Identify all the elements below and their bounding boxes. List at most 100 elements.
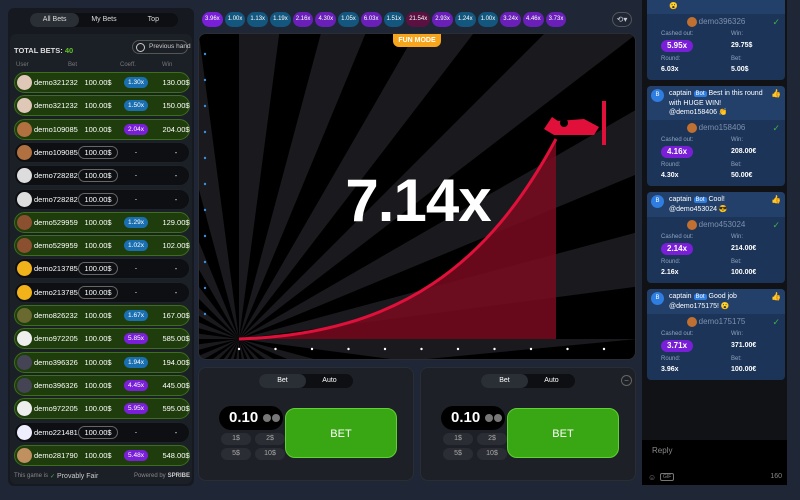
like-icon[interactable]: 👍 <box>771 292 781 301</box>
multiplier-chip[interactable]: 2.16x <box>292 12 314 27</box>
bet-value: 100.00€ <box>731 269 757 276</box>
table-row: demo213785 100.00$ - - <box>14 258 190 280</box>
multiplier-chip[interactable]: 6.03x <box>360 12 382 27</box>
bet-amount-input[interactable]: 0.10 <box>219 406 283 430</box>
multiplier-chip[interactable]: 3.96x <box>202 12 223 27</box>
quick-1[interactable]: 1$ <box>221 433 251 445</box>
y-dot <box>203 104 207 108</box>
emoji-icon[interactable]: ☺ <box>648 473 657 482</box>
previous-hand-button[interactable]: Previous hand <box>132 40 191 54</box>
multiplier-chip[interactable]: 1.51x <box>383 12 405 27</box>
remove-panel-icon[interactable]: − <box>621 375 632 386</box>
chat-panel: 😮 demo396326 ✓ Cashed out: 5.95x Win: 29… <box>642 0 787 485</box>
table-row: demo321232 100.00$ 1.50x 150.00$ <box>14 95 190 117</box>
multiplier-chip[interactable]: 1.19x <box>270 12 291 27</box>
multiplier-chip[interactable]: 1.13x <box>247 12 269 27</box>
plus-icon[interactable] <box>494 414 502 422</box>
tab-top[interactable]: Top <box>147 16 159 23</box>
user-name: demo826232 <box>34 311 78 320</box>
tab-auto[interactable]: Auto <box>544 377 559 384</box>
bet-amount-input[interactable]: 0.10 <box>441 406 505 430</box>
win-amount: 194.00$ <box>162 357 190 367</box>
col-coeff: Coeff. <box>120 62 136 68</box>
spribe-logo: SPRIBE <box>167 473 190 479</box>
win-amount: - <box>174 147 178 157</box>
multiplier-chip[interactable]: 1.05x <box>338 12 359 27</box>
ray <box>236 339 239 359</box>
multiplier-chip[interactable]: 4.30x <box>315 12 337 27</box>
tab-bet[interactable]: Bet <box>481 374 528 388</box>
quick-1[interactable]: 1$ <box>443 433 473 445</box>
win-label: Win: <box>731 331 743 337</box>
like-icon[interactable]: 👍 <box>771 195 781 204</box>
quick-5[interactable]: 5$ <box>443 448 473 460</box>
cashed-value: 5.95x <box>661 40 694 52</box>
coef-badge: 1.50x <box>124 100 148 112</box>
quick-10[interactable]: 10$ <box>255 448 285 460</box>
multiplier-chip[interactable]: 1.00x <box>224 12 246 27</box>
quick-5[interactable]: 5$ <box>221 448 251 460</box>
multiplier-chip[interactable]: 3.24x <box>500 12 521 27</box>
coef-badge: - <box>134 195 138 203</box>
provably-fair-link[interactable]: Provably Fair <box>57 472 99 480</box>
previous-hand-label: Previous hand <box>149 43 191 50</box>
table-row: demo728282 100.00$ - - <box>14 165 190 187</box>
game-graph <box>199 34 635 359</box>
quick-2[interactable]: 2$ <box>477 433 507 445</box>
coefficient: 1.02x <box>118 240 154 252</box>
multiplier-chip[interactable]: 1.24x <box>454 12 476 27</box>
user-name: demo321232 <box>34 78 78 87</box>
table-row: demo213785 100.00$ - - <box>14 281 190 303</box>
tab-auto[interactable]: Auto <box>322 377 337 384</box>
table-row: demo321232 100.00$ 1.30x 130.00$ <box>14 72 190 93</box>
plane-icon <box>544 101 606 145</box>
bot-avatar: B <box>651 195 664 208</box>
multiplier-chip[interactable]: 4.46x <box>522 12 544 27</box>
multiplier-chip[interactable]: 1.00x <box>477 12 499 27</box>
bot-avatar: B <box>651 89 664 102</box>
bet-amount: 100.00$ <box>78 192 118 206</box>
like-icon[interactable]: 👍 <box>771 89 781 98</box>
tab-my-bets[interactable]: My Bets <box>91 16 117 23</box>
sender-name: captain <box>669 293 692 300</box>
history-dropdown-button[interactable]: ⟲▾ <box>612 12 632 27</box>
x-dot <box>566 347 569 351</box>
y-dot <box>203 234 207 238</box>
coef-badge: 1.30x <box>124 77 148 88</box>
bet-value: 100.00€ <box>731 366 757 373</box>
char-count: 160 <box>770 473 782 480</box>
bet-button[interactable]: BET <box>285 408 397 458</box>
multiplier-chip[interactable]: 2.93x <box>432 12 453 27</box>
user-name: demo396326 <box>34 357 78 367</box>
footer: This game is ✓ Provably Fair Powered by … <box>14 471 190 481</box>
user-name: demo728282 <box>34 171 78 181</box>
multiplier-chip[interactable]: 21.54x <box>406 12 431 27</box>
bet-amount-value: 0.10 <box>229 409 259 426</box>
verified-icon: ✓ <box>772 220 780 230</box>
minus-icon[interactable] <box>485 414 493 422</box>
cashed-value: 2.14x <box>661 243 694 255</box>
win-value: 214.00€ <box>731 245 757 252</box>
reply-box[interactable]: Reply ☺ GIF 160 <box>642 440 787 485</box>
quick-2[interactable]: 2$ <box>255 433 285 445</box>
user-name: demo281790 <box>34 450 78 460</box>
minus-icon[interactable] <box>263 414 271 422</box>
flight-curve <box>238 138 558 341</box>
quick-10[interactable]: 10$ <box>477 448 507 460</box>
round-label: Round: <box>661 356 681 362</box>
tab-all-bets[interactable]: All Bets <box>30 13 80 27</box>
user-name: demo453024 <box>698 220 746 230</box>
tab-bet[interactable]: Bet <box>259 374 306 388</box>
gif-button[interactable]: GIF <box>660 473 675 481</box>
cashed-label: Cashed out: <box>661 137 694 143</box>
multiplier-chip[interactable]: 3.73x <box>545 12 567 27</box>
win-value: 208.00€ <box>731 148 757 155</box>
bet-button[interactable]: BET <box>507 408 619 458</box>
plus-icon[interactable] <box>272 414 280 422</box>
win-user: demo158406 <box>661 123 771 133</box>
verified-icon: ✓ <box>772 123 780 133</box>
win-amount: - <box>174 264 178 274</box>
ray <box>199 286 239 339</box>
reply-input[interactable]: Reply <box>652 446 673 455</box>
